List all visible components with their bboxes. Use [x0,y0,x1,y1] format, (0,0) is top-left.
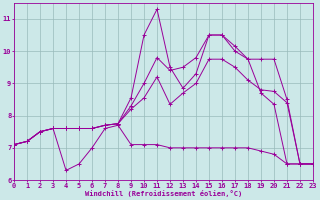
X-axis label: Windchill (Refroidissement éolien,°C): Windchill (Refroidissement éolien,°C) [85,190,242,197]
